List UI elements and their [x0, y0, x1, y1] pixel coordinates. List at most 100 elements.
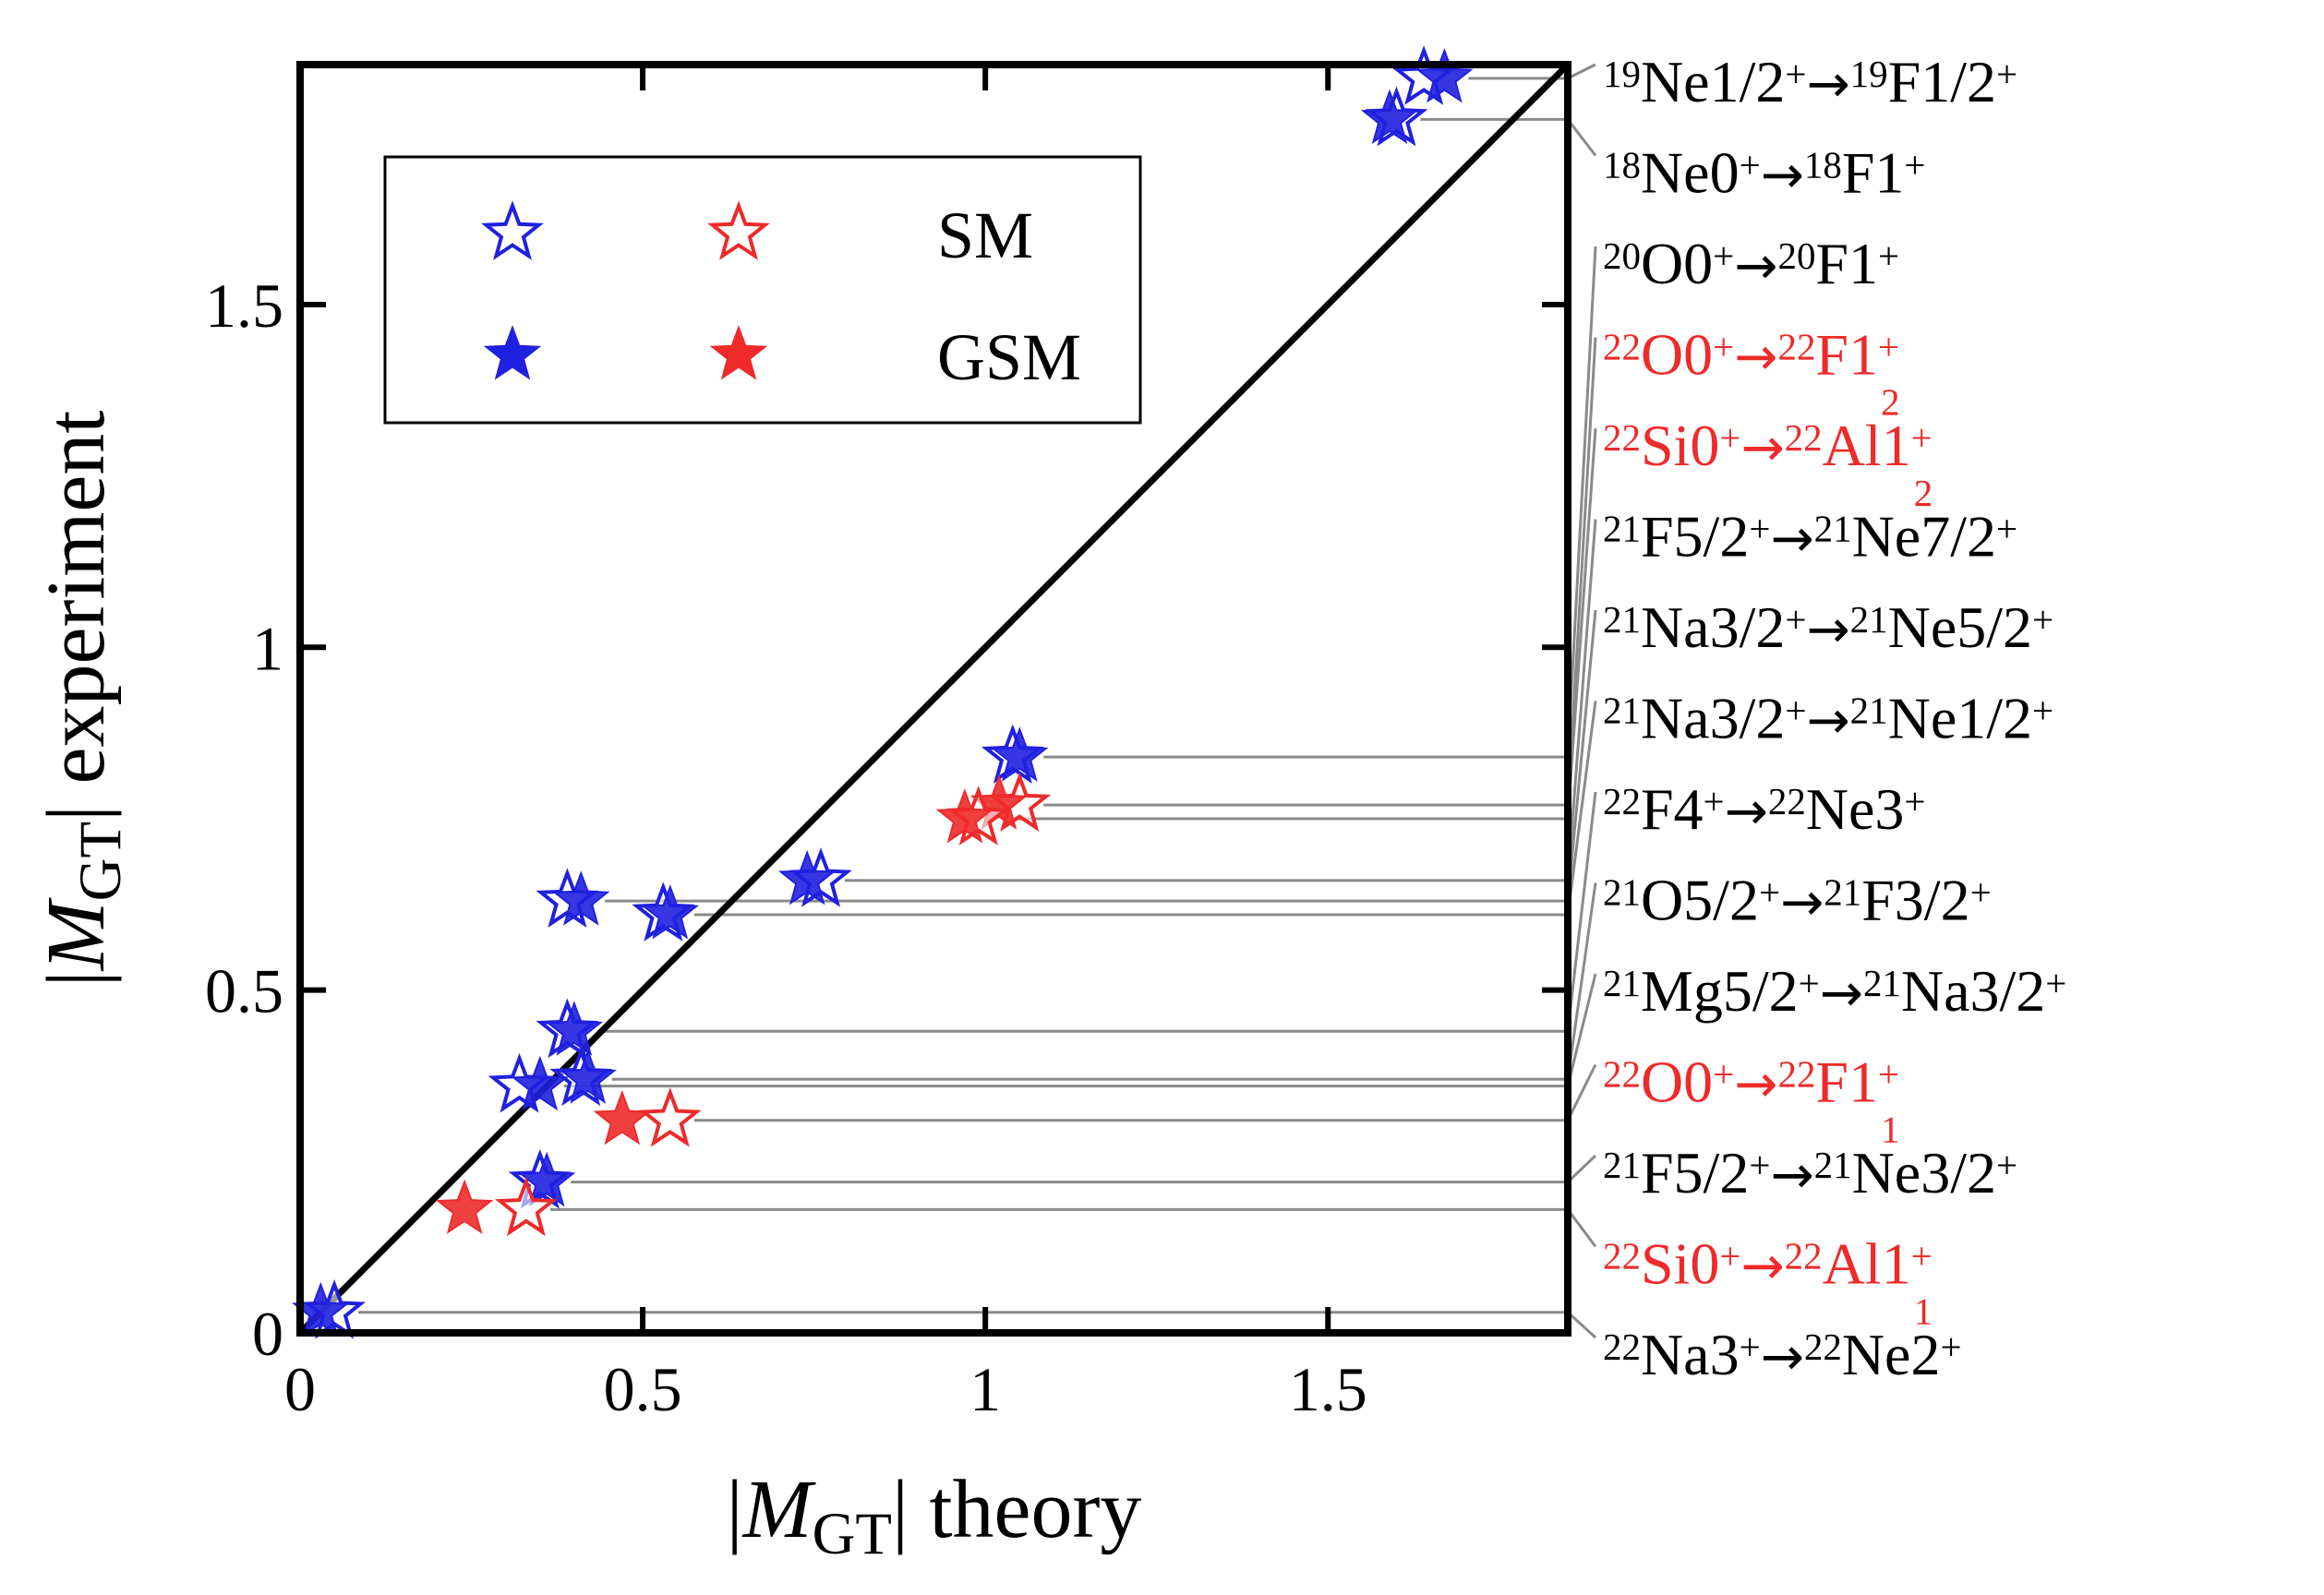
label-superscript: 22 [1785, 416, 1823, 459]
axis-label-pre: | [30, 970, 122, 987]
label-text: F1/2 [1888, 49, 1996, 114]
label-superscript: + [1911, 1234, 1933, 1277]
x-tick-label: 1 [969, 1354, 1001, 1424]
label-arrow: → [1770, 1145, 1813, 1205]
label-superscript: + [1940, 1325, 1961, 1368]
label-superscript: + [1740, 143, 1761, 186]
label-arrow: → [1806, 600, 1849, 660]
gsm-point [1415, 48, 1474, 103]
transition-label: 22​F4+​→22​Ne3+​ [1603, 776, 1926, 842]
transition-label: 22​O0+​→22​F1+2 [1603, 322, 1900, 424]
label-superscript: 18 [1804, 143, 1842, 186]
label-text: Ne3/2 [1852, 1140, 1996, 1205]
label-superscript: 21 [1850, 689, 1888, 731]
transition-label: 22​Na3+​→22​Ne2+​ [1603, 1322, 1962, 1387]
label-superscript: 18 [1603, 143, 1641, 186]
label-text: Na3/2 [1901, 958, 2045, 1024]
transition-label: 21​O5/2+​→21​F3/2+​ [1603, 868, 1992, 933]
gsm-point [777, 849, 837, 905]
label-text: O5/2 [1641, 868, 1759, 933]
transition-label: 19​Ne1/2+​→19​F1/2+​ [1603, 49, 2017, 114]
label-superscript: + [1878, 1052, 1899, 1095]
transition-label: 21​F5/2+​→21​Ne3/2+​ [1603, 1140, 2017, 1205]
label-superscript: + [1759, 870, 1780, 913]
label-superscript: 21 [1863, 962, 1901, 1004]
x-tick-label: 0.5 [604, 1354, 682, 1424]
label-arrow: → [1725, 782, 1768, 842]
label-text: Si0 [1641, 1231, 1719, 1297]
label-superscript: + [1911, 416, 1933, 459]
transition-label: 18​Ne0+​→18​F1+​ [1603, 140, 1926, 206]
label-superscript: + [1740, 1325, 1761, 1368]
label-superscript: 22 [1603, 780, 1641, 822]
label-text: Ne3 [1806, 776, 1905, 842]
label-superscript: 22 [1603, 1052, 1641, 1095]
legend-gsm-blue-icon [483, 325, 542, 380]
axis-label-post: | experiment [30, 411, 122, 821]
diagonal-line [297, 62, 1571, 1336]
axis-ticks: 0 0.5 1 1.5 0 0.5 1 1.5 [205, 65, 1568, 1424]
gsm-point [511, 1055, 570, 1111]
transition-label: 20​O0+​→20​F1+​ [1603, 231, 1899, 296]
x-tick-label: 0 [284, 1354, 316, 1424]
transition-labels: 19​Ne1/2+​→19​F1/2+​ 18​Ne0+​→18​F1+​ 20​O… [1603, 49, 2066, 1387]
label-superscript: + [2032, 689, 2053, 731]
label-text: Mg5/2 [1641, 958, 1799, 1024]
legend-label: SM [937, 198, 1033, 272]
label-superscript: + [1713, 234, 1734, 277]
label-text: Na3/2 [1641, 686, 1785, 751]
y-axis-label: |MGT| experiment [30, 411, 134, 988]
label-text: O0 [1641, 231, 1713, 296]
label-superscript: + [1996, 507, 2017, 549]
label-superscript: + [1970, 870, 1992, 913]
transition-label: 22​Si0+​→22​Al1+2 [1603, 413, 1933, 514]
gsm-point [593, 1089, 652, 1145]
label-arrow: → [1761, 1327, 1804, 1387]
label-text: Al1 [1823, 413, 1911, 478]
label-superscript: + [2032, 598, 2053, 641]
plot-frame-group [296, 61, 1571, 1337]
label-superscript: + [1749, 1144, 1770, 1186]
label-superscript: + [1713, 1052, 1734, 1095]
y-tick-label: 0.5 [205, 956, 283, 1026]
label-subscript: 2 [1881, 381, 1899, 424]
data-points [291, 45, 1474, 1339]
label-superscript: 19 [1850, 53, 1888, 95]
transition-label: 21​Na3/2+​→21​Ne1/2+​ [1603, 686, 2053, 751]
axis-labels: |MGT| theory |MGT| experiment [30, 411, 1141, 1568]
label-superscript: + [1719, 1234, 1740, 1277]
label-superscript: + [1878, 325, 1899, 367]
leader-line [571, 1154, 1597, 1184]
label-text: Na3/2 [1641, 594, 1785, 660]
label-superscript: + [1799, 962, 1820, 1004]
transition-label: 22​Si0+​→22​Al1+1 [1603, 1231, 1933, 1333]
label-arrow: → [1806, 691, 1849, 751]
axis-label-var: M [30, 896, 122, 972]
y-tick-label: 1.5 [205, 270, 283, 341]
label-superscript: 22 [1768, 780, 1806, 822]
x-tick-label: 1.5 [1289, 1354, 1367, 1424]
label-arrow: → [1734, 1055, 1777, 1115]
label-superscript: + [1878, 234, 1899, 277]
label-arrow: → [1770, 510, 1813, 570]
label-superscript: 20 [1777, 234, 1815, 277]
label-superscript: 21 [1603, 689, 1641, 731]
label-superscript: 22 [1785, 1234, 1823, 1277]
gsm-point [935, 788, 994, 844]
leader-line [605, 609, 1597, 903]
label-arrow: → [1734, 328, 1777, 388]
gsm-point [559, 1049, 617, 1104]
x-axis-label: |MGT| theory [727, 1464, 1142, 1567]
axis-label-post: | theory [892, 1464, 1141, 1555]
plot-frame [296, 61, 1571, 1337]
label-text: F5/2 [1641, 504, 1749, 570]
label-superscript: 21 [1814, 507, 1852, 549]
label-text: Ne1/2 [1888, 686, 2032, 751]
label-superscript: 19 [1603, 53, 1641, 95]
transition-label: 21​Na3/2+​→21​Ne5/2+​ [1603, 594, 2053, 660]
gsm-point [545, 1001, 604, 1056]
gsm-point [1360, 89, 1419, 145]
label-text: Ne5/2 [1888, 594, 2032, 660]
label-arrow: → [1740, 1237, 1784, 1297]
